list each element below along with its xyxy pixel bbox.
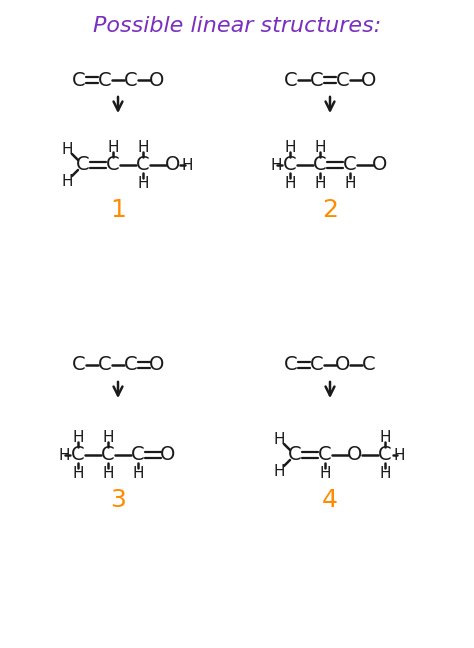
Text: H: H — [284, 176, 296, 191]
Text: C: C — [336, 71, 350, 89]
Text: H: H — [319, 465, 331, 481]
Text: C: C — [131, 446, 145, 465]
Text: C: C — [318, 446, 332, 465]
Text: C: C — [76, 156, 90, 174]
Text: 2: 2 — [322, 198, 338, 222]
Text: C: C — [283, 156, 297, 174]
Text: H: H — [107, 139, 119, 154]
Text: H: H — [72, 430, 84, 445]
Text: H: H — [379, 465, 391, 481]
Text: C: C — [313, 156, 327, 174]
Text: C: C — [106, 156, 120, 174]
Text: C: C — [310, 356, 324, 375]
Text: H: H — [181, 157, 193, 172]
Text: 1: 1 — [110, 198, 126, 222]
Text: Possible linear structures:: Possible linear structures: — [93, 16, 381, 36]
Text: C: C — [288, 446, 302, 465]
Text: H: H — [270, 157, 282, 172]
Text: 3: 3 — [110, 488, 126, 512]
Text: O: O — [347, 446, 363, 465]
Text: H: H — [393, 448, 405, 463]
Text: O: O — [160, 446, 176, 465]
Text: C: C — [101, 446, 115, 465]
Text: O: O — [149, 71, 164, 89]
Text: H: H — [72, 465, 84, 481]
Text: C: C — [124, 71, 138, 89]
Text: O: O — [149, 356, 164, 375]
Text: H: H — [61, 174, 73, 189]
Text: H: H — [314, 139, 326, 154]
Text: H: H — [61, 141, 73, 157]
Text: C: C — [98, 71, 112, 89]
Text: C: C — [284, 356, 298, 375]
Text: 4: 4 — [322, 488, 338, 512]
Text: H: H — [273, 463, 285, 478]
Text: H: H — [314, 176, 326, 191]
Text: H: H — [284, 139, 296, 154]
Text: C: C — [284, 71, 298, 89]
Text: C: C — [72, 356, 86, 375]
Text: O: O — [165, 156, 181, 174]
Text: C: C — [378, 446, 392, 465]
Text: C: C — [71, 446, 85, 465]
Text: C: C — [124, 356, 138, 375]
Text: H: H — [58, 448, 70, 463]
Text: C: C — [343, 156, 357, 174]
Text: C: C — [362, 356, 376, 375]
Text: O: O — [335, 356, 351, 375]
Text: C: C — [310, 71, 324, 89]
Text: H: H — [137, 176, 149, 191]
Text: H: H — [344, 176, 356, 191]
Text: O: O — [372, 156, 388, 174]
Text: C: C — [98, 356, 112, 375]
Text: H: H — [379, 430, 391, 445]
Text: O: O — [361, 71, 377, 89]
Text: C: C — [136, 156, 150, 174]
Text: H: H — [102, 430, 114, 445]
Text: H: H — [273, 432, 285, 446]
Text: H: H — [132, 465, 144, 481]
Text: H: H — [137, 139, 149, 154]
Text: H: H — [102, 465, 114, 481]
Text: C: C — [72, 71, 86, 89]
